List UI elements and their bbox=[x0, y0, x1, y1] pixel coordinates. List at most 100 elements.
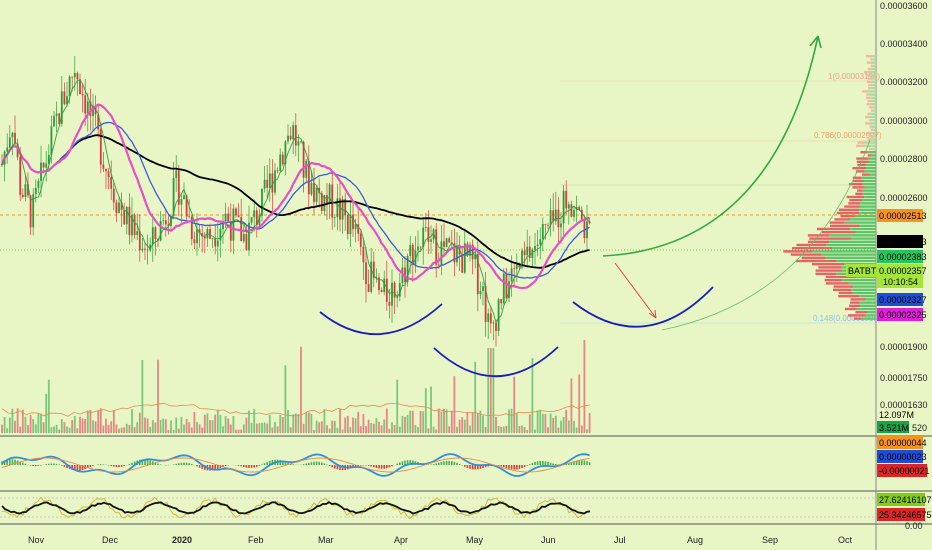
macd-hist-bar bbox=[188, 463, 190, 465]
volume-profile-bar bbox=[866, 96, 871, 99]
volume-profile-bar bbox=[869, 106, 874, 109]
volume-bar bbox=[466, 411, 469, 433]
candle-body bbox=[448, 238, 451, 243]
candle-body bbox=[279, 154, 282, 171]
volume-profile-bar bbox=[833, 288, 852, 291]
volume-profile-bar bbox=[873, 109, 876, 112]
macd-hist-bar bbox=[32, 465, 34, 466]
candle-body bbox=[216, 240, 219, 247]
volume-bar bbox=[341, 429, 344, 433]
y-tick-0: 0.00003600 bbox=[880, 1, 928, 11]
volume-bar bbox=[144, 417, 146, 433]
candle-body bbox=[336, 198, 339, 218]
macd-hist-bar bbox=[261, 464, 263, 465]
volume-bar bbox=[232, 416, 235, 433]
volume-profile-bar bbox=[872, 58, 876, 61]
candle-body bbox=[367, 284, 370, 292]
macd-hist-bar bbox=[510, 465, 513, 470]
candle-body bbox=[222, 221, 224, 229]
candle-body bbox=[190, 216, 193, 240]
volume-bar bbox=[380, 425, 383, 433]
volume-profile-bar bbox=[830, 224, 860, 227]
volume-profile-bar bbox=[829, 221, 845, 224]
candle-body bbox=[138, 231, 141, 251]
candle-body bbox=[172, 177, 175, 217]
price-pane[interactable] bbox=[0, 0, 876, 435]
badge-ma-green: 0.00002383 bbox=[877, 250, 927, 263]
candle-body bbox=[378, 277, 380, 291]
candle-body bbox=[141, 248, 144, 251]
candle-body bbox=[372, 261, 375, 279]
volume-bar bbox=[1, 424, 3, 433]
macd-hist-bar bbox=[35, 465, 37, 467]
volume-bar bbox=[565, 409, 568, 433]
volume-profile-bar bbox=[844, 307, 857, 311]
volume-profile-bar bbox=[865, 163, 876, 167]
volume-bar bbox=[32, 419, 35, 433]
candle-body bbox=[73, 73, 76, 78]
volume-profile-bar bbox=[866, 131, 873, 135]
candle-body bbox=[118, 202, 120, 214]
volume-bar bbox=[370, 423, 373, 433]
macd-hist-bar bbox=[100, 464, 102, 465]
volume-bar bbox=[110, 421, 113, 433]
badge-stoch-d: 25.34246575 bbox=[877, 508, 932, 521]
volume-profile-bar bbox=[873, 106, 876, 109]
volume-bar bbox=[253, 408, 256, 433]
volume-profile-bar bbox=[860, 151, 868, 154]
candle-body bbox=[445, 238, 448, 247]
volume-profile-bar bbox=[809, 237, 852, 240]
macd-hist-bar bbox=[14, 459, 16, 465]
macd-hist-bar bbox=[266, 461, 268, 465]
volume-bar bbox=[523, 427, 526, 433]
candle-body bbox=[430, 239, 432, 242]
volume-bar bbox=[287, 409, 289, 433]
candle-body bbox=[1, 164, 3, 166]
macd-hist-bar bbox=[503, 465, 505, 468]
candle-body bbox=[333, 217, 336, 219]
macd-hist-bar bbox=[586, 461, 588, 465]
volume-profile-bar bbox=[849, 199, 863, 202]
macd-hist-bar bbox=[240, 465, 242, 467]
macd-hist-bar bbox=[211, 465, 214, 471]
candle-body bbox=[24, 184, 27, 197]
candle-body bbox=[175, 170, 178, 178]
macd-hist-bar bbox=[289, 463, 292, 465]
volume-bar bbox=[193, 412, 196, 433]
candle-body bbox=[8, 137, 11, 148]
macd-hist-bar bbox=[456, 462, 458, 465]
volume-bar bbox=[224, 416, 227, 433]
volume-profile-bar bbox=[821, 253, 876, 256]
macd-hist-bar bbox=[89, 465, 92, 467]
volume-profile-bar bbox=[862, 90, 867, 93]
volume-bar bbox=[219, 414, 222, 433]
candle-body bbox=[474, 254, 477, 260]
macd-hist-bar bbox=[302, 464, 305, 465]
volume-bar bbox=[19, 426, 22, 433]
volume-profile-bar bbox=[858, 301, 876, 304]
volume-profile-bar bbox=[841, 279, 876, 282]
macd-hist-bar bbox=[487, 465, 489, 467]
macd-hist-bar bbox=[24, 463, 27, 465]
candle-body bbox=[521, 250, 523, 268]
candle-body bbox=[497, 299, 500, 331]
volume-bar bbox=[357, 411, 360, 433]
volume-bar bbox=[276, 426, 279, 433]
candle-body bbox=[523, 250, 526, 256]
candle-body bbox=[14, 132, 16, 144]
svg-text:0.00002325: 0.00002325 bbox=[879, 310, 927, 320]
candle-body bbox=[341, 198, 344, 220]
svg-text:0.00000044: 0.00000044 bbox=[879, 438, 927, 448]
macd-hist-bar bbox=[521, 465, 523, 469]
volume-profile-bar bbox=[855, 170, 865, 173]
candle-body bbox=[385, 278, 388, 302]
volume-bar bbox=[495, 416, 497, 433]
macd-hist-bar bbox=[61, 465, 63, 466]
y-tick-8: 0.00001630 bbox=[880, 400, 928, 410]
volume-bar bbox=[138, 412, 141, 433]
volume-bar bbox=[440, 411, 443, 433]
volume-profile-bar bbox=[824, 279, 842, 282]
macd-hist-bar bbox=[131, 462, 133, 465]
macd-hist-bar bbox=[557, 464, 560, 465]
